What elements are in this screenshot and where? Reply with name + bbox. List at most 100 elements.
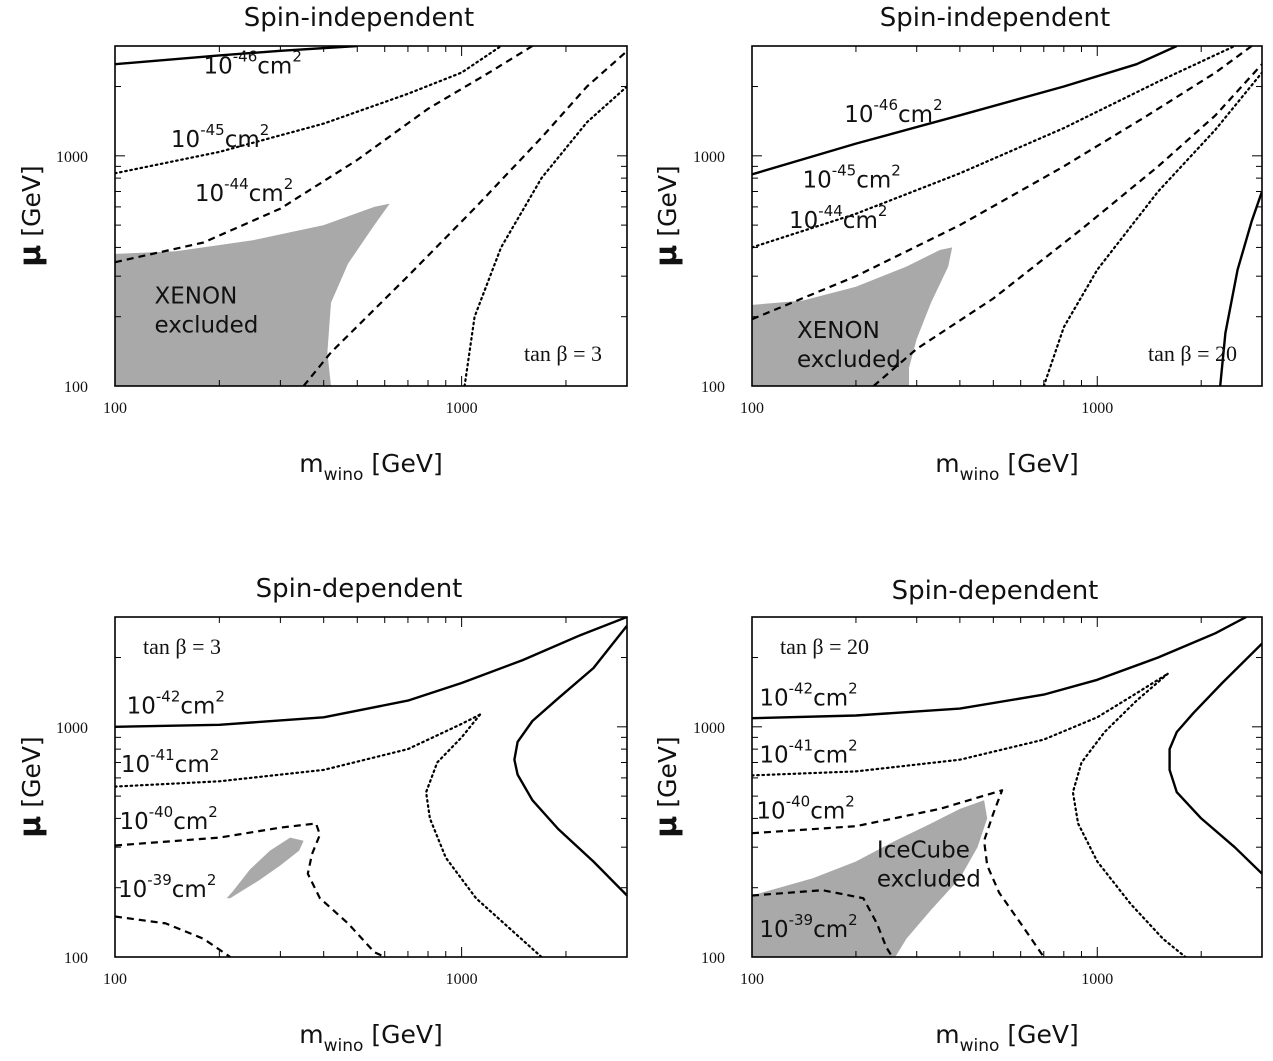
contour-line-dashed [115,915,231,957]
contour-label-exponent: -44 [224,175,249,193]
contour-label: 10-41cm2 [121,746,219,778]
y-axis-label: μ [GeV] [649,736,684,837]
x-tick-label: 100 [103,971,127,988]
contour-label-base: 10 [127,694,156,720]
contour-label-unit-exponent: 2 [848,679,858,697]
contour-label-unit: cm [173,809,208,835]
tan-beta-annotation: tan β = 20 [1148,341,1237,366]
contour-label-unit-exponent: 2 [845,792,855,810]
contour-line-solid [115,617,627,728]
tan-beta-annotation: tan β = 3 [524,341,602,366]
contour-line-dotted [752,672,1169,777]
contour-label-exponent: -39 [789,911,814,929]
y-axis-label-unit: [GeV] [653,165,682,244]
region-label-line: excluded [877,867,981,893]
plot-frame [751,616,1263,958]
y-tick-label: 1000 [693,720,725,737]
contour-line-solid [115,46,358,66]
contour-label-exponent: -40 [786,792,811,810]
contour-label: 10-46cm2 [203,47,301,79]
y-axis-label-unit: [GeV] [653,736,682,815]
x-axis-label-main: m [299,1020,323,1049]
contour-label-unit-exponent: 2 [284,175,294,193]
tan-beta-annotation: tan β = 3 [143,634,221,659]
contour-label-unit: cm [898,102,933,128]
y-axis-label-unit: [GeV] [17,165,46,244]
y-axis-label-main: μ [13,245,48,267]
contour-label: 10-39cm2 [759,911,857,943]
excluded-region [226,837,304,899]
contour-label-base: 10 [789,208,818,234]
contour-line-dotted [463,85,627,386]
plot-frame [114,45,628,387]
contour-label: 10-44cm2 [195,175,293,207]
contour-line-dashed [115,822,386,957]
contour-label-exponent: -41 [150,746,175,764]
x-tick-label: 100 [103,400,127,417]
excluded-region-label: XENON excluded [154,284,258,339]
contour-line-dashed [302,50,627,386]
x-axis-label-main: m [935,449,959,478]
contour-label-exponent: -45 [832,161,857,179]
contour-label-base: 10 [203,53,232,79]
contour-line-dashed [115,46,533,264]
contour-line-dashed [872,63,1262,386]
contour-label: 10-45cm2 [802,161,900,193]
contour-label-base: 10 [759,685,788,711]
y-axis-label: μ [GeV] [13,736,48,837]
y-axis-label: μ [GeV] [649,165,684,266]
contour-label-exponent: -40 [149,803,174,821]
y-axis-label: μ [GeV] [13,165,48,266]
x-axis-label: mwino [GeV] [299,1020,442,1056]
contour-label-base: 10 [756,798,785,824]
contour-label: 10-46cm2 [844,96,942,128]
contour-label-unit: cm [257,53,292,79]
contour-line-dotted [115,46,503,175]
contour-label-unit: cm [225,127,260,153]
y-tick-label: 100 [64,379,88,396]
contour-label-base: 10 [195,181,224,207]
contour-label: 10-44cm2 [789,202,887,234]
contour-label-base: 10 [759,917,788,943]
y-axis-label-unit: [GeV] [17,736,46,815]
x-axis-label: mwino [GeV] [935,449,1078,485]
contour-line-dotted [425,713,543,957]
contour-label-unit-exponent: 2 [215,688,225,706]
y-axis-label-main: μ [13,816,48,838]
excluded-region [752,247,953,386]
contour-label-exponent: -42 [789,679,814,697]
contour-label: 10-42cm2 [127,688,225,720]
x-axis-label: mwino [GeV] [935,1020,1078,1056]
x-axis-label-subscript: wino [960,465,1000,485]
x-axis-label-subscript: wino [324,465,364,485]
y-tick-label: 1000 [56,720,88,737]
x-axis-label-subscript: wino [324,1036,364,1056]
chart-title: Spin-dependent [892,576,1099,606]
contour-label-unit-exponent: 2 [848,911,858,929]
contour-line-dotted [1042,71,1262,386]
x-tick-label: 100 [740,971,764,988]
contour-label-unit: cm [843,208,878,234]
plot-frame [751,45,1263,387]
contour-line-solid [513,624,627,897]
contour-label-base: 10 [802,167,831,193]
x-axis-label: mwino [GeV] [299,449,442,485]
y-axis-label-main: μ [649,245,684,267]
x-tick-label: 1000 [1081,971,1113,988]
contour-label-unit: cm [813,742,848,768]
contour-label-unit-exponent: 2 [848,736,858,754]
contour-label-unit: cm [856,167,891,193]
contour-line-solid [1219,191,1262,386]
y-tick-label: 1000 [693,149,725,166]
contour-line-solid [752,46,1178,176]
contour-label: 10-41cm2 [759,736,857,768]
contour-line-solid [1168,642,1262,875]
region-label-line: IceCube [877,838,970,864]
x-axis-label-main: m [299,449,323,478]
contour-label: 10-40cm2 [756,792,854,824]
y-tick-label: 100 [64,950,88,967]
contour-line-dotted [1071,672,1187,957]
x-tick-label: 1000 [446,400,478,417]
